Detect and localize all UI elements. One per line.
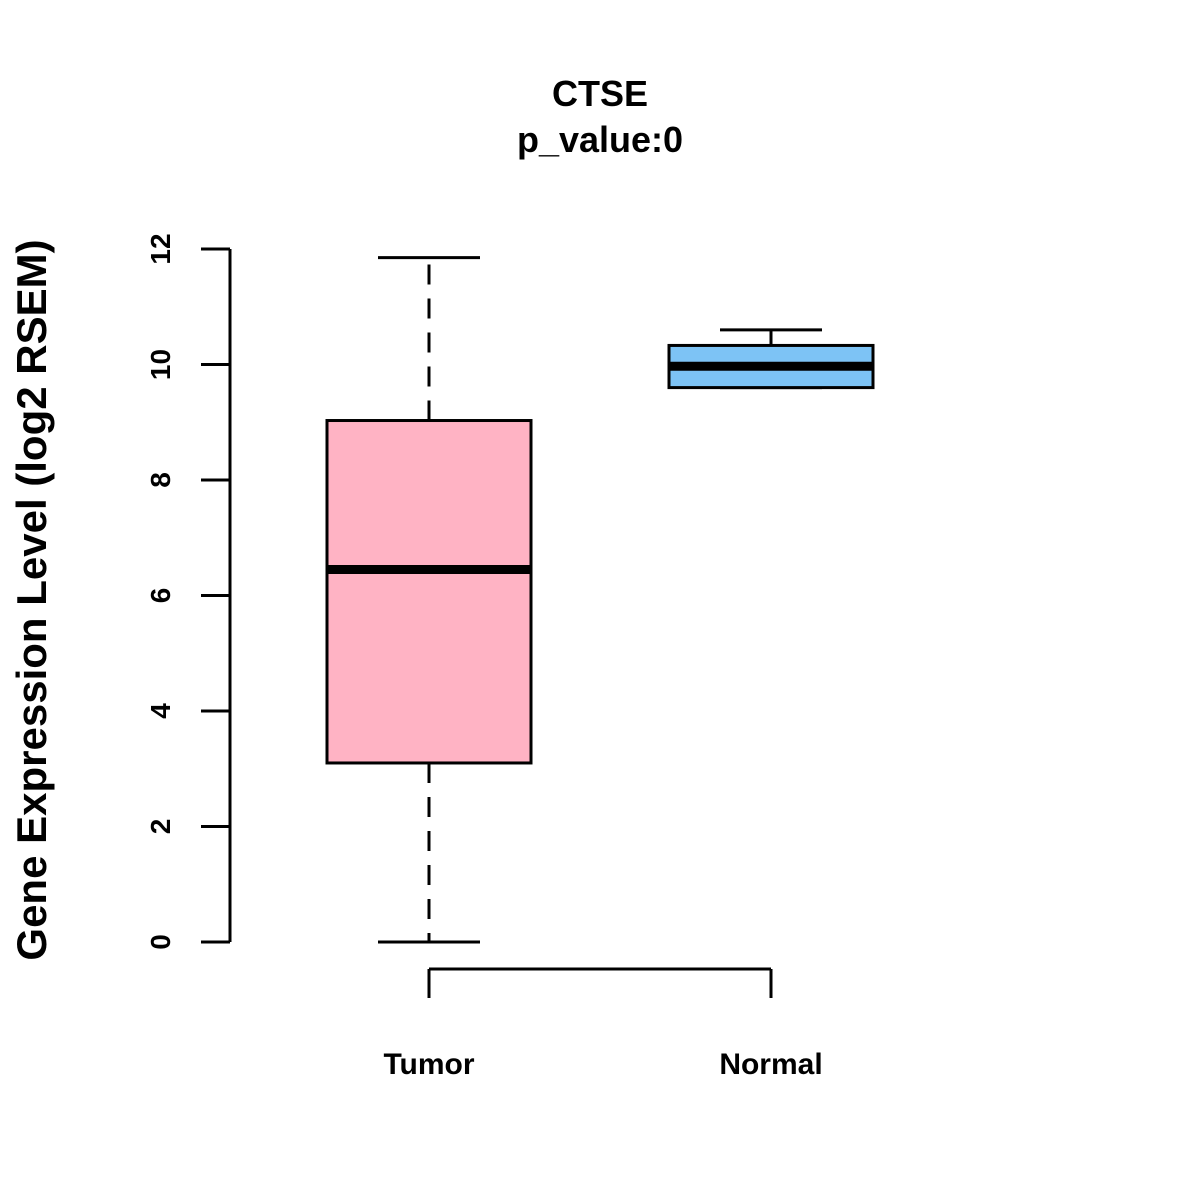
iqr-box bbox=[325, 419, 533, 765]
x-tick-label-normal: Normal bbox=[719, 1048, 822, 1081]
y-tick-label: 0 bbox=[145, 934, 176, 950]
y-axis-label: Gene Expression Level (log2 RSEM) bbox=[8, 239, 55, 960]
chart-title: CTSE bbox=[552, 73, 648, 114]
x-tick-label-tumor: Tumor bbox=[383, 1048, 474, 1081]
box-tumor bbox=[325, 256, 533, 944]
y-tick-label: 8 bbox=[145, 472, 176, 488]
y-axis: 0 2 4 6 8 10 12 bbox=[145, 233, 232, 950]
chart-subtitle: p_value:0 bbox=[517, 119, 683, 160]
y-tick-label: 6 bbox=[145, 588, 176, 604]
box-normal bbox=[667, 328, 875, 390]
x-axis: Tumor Normal bbox=[383, 967, 823, 1081]
y-tick-label: 4 bbox=[145, 703, 176, 719]
boxes-group bbox=[325, 256, 875, 944]
y-tick-label: 10 bbox=[145, 349, 176, 380]
y-tick-label: 12 bbox=[145, 233, 176, 264]
y-tick-label: 2 bbox=[145, 819, 176, 835]
